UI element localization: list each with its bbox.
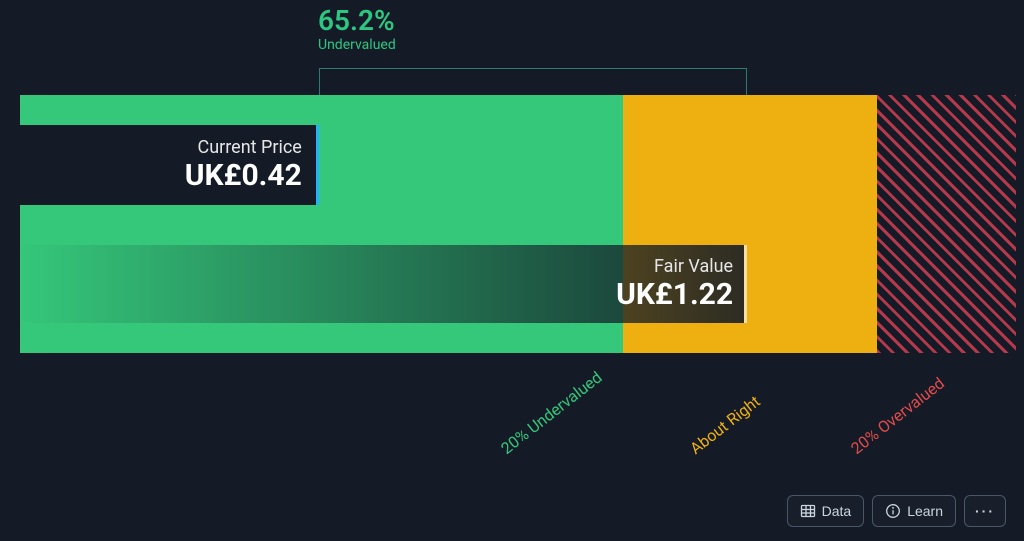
segment-overvalued xyxy=(877,95,1016,353)
learn-button-label: Learn xyxy=(907,503,943,519)
ellipsis-icon: ··· xyxy=(975,503,995,519)
fair-value-box: Fair Value UK£1.22 xyxy=(20,245,747,323)
data-button[interactable]: Data xyxy=(787,495,865,527)
more-button[interactable]: ··· xyxy=(964,495,1006,527)
data-button-label: Data xyxy=(822,503,852,519)
undervalued-percent: 65.2% xyxy=(318,6,396,37)
fair-value-label: Fair Value xyxy=(616,256,733,277)
region-label-about-right: About Right xyxy=(686,392,763,458)
current-price-label: Current Price xyxy=(197,137,301,158)
fair-value-value: UK£1.22 xyxy=(616,277,733,312)
region-label-undervalued: 20% Undervalued xyxy=(497,368,605,458)
undervalued-label: Undervalued xyxy=(318,37,396,53)
current-price-value: UK£0.42 xyxy=(185,158,302,193)
learn-button[interactable]: Learn xyxy=(872,495,956,527)
callout-bracket xyxy=(319,68,747,96)
undervalued-callout: 65.2% Undervalued xyxy=(318,6,396,53)
current-price-box: Current Price UK£0.42 xyxy=(20,125,319,205)
valuation-bar: Current Price UK£0.42 Fair Value UK£1.22 xyxy=(20,95,1016,353)
region-label-overvalued: 20% Overvalued xyxy=(847,373,948,458)
valuation-chart: 65.2% Undervalued Current Price UK£0.42 … xyxy=(0,0,1024,541)
info-icon xyxy=(885,503,901,519)
action-button-bar: Data Learn ··· xyxy=(787,495,1006,527)
table-icon xyxy=(800,503,816,519)
